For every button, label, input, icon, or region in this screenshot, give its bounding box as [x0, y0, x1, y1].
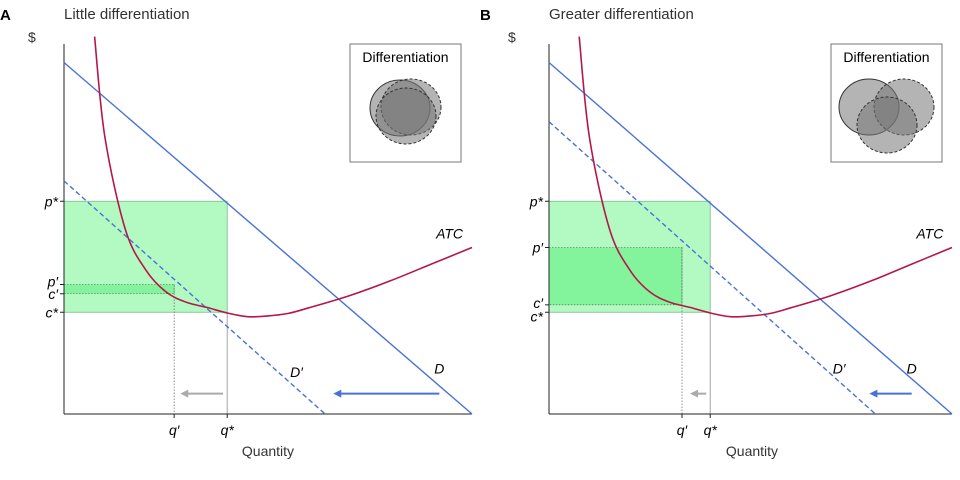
- panel-title: Little differentiation: [64, 6, 190, 23]
- y-axis-label: $: [28, 29, 36, 45]
- y-tick-label: p*: [44, 193, 59, 209]
- demand-new-label: D′: [833, 360, 847, 376]
- atc-curve: [578, 36, 953, 318]
- demand-label: D: [434, 360, 444, 376]
- y-tick-label: c*: [46, 304, 59, 320]
- x-tick-label: q*: [221, 422, 235, 438]
- y-tick-label: c′: [48, 286, 59, 302]
- y-tick-label: p′: [532, 240, 545, 256]
- atc-label: ATC: [915, 225, 944, 241]
- panel-b: B Greater differentiation $ Quantity Dif…: [480, 6, 953, 459]
- inset-title: Differentiation: [362, 49, 448, 65]
- x-tick-label: q′: [169, 422, 181, 438]
- demand-new-line: [63, 180, 326, 415]
- inset: Differentiation: [349, 43, 462, 163]
- panel-title: Greater differentiation: [549, 6, 694, 23]
- atc-curve: [93, 36, 473, 318]
- demand-new-line: [548, 121, 876, 415]
- shift-arrow-head: [333, 389, 342, 398]
- demand-new-label: D′: [290, 364, 304, 380]
- y-tick-label: c*: [531, 308, 544, 324]
- venn-diagram: [838, 78, 935, 154]
- inset: Differentiation: [830, 43, 943, 163]
- demand-label: D: [907, 360, 917, 376]
- venn-circle: [856, 96, 918, 154]
- atc-label: ATC: [435, 225, 464, 241]
- demand-line: [548, 61, 953, 415]
- profit-area-new: [63, 284, 175, 295]
- shift-arrow-head: [690, 389, 699, 398]
- x-tick-label: q*: [704, 422, 718, 438]
- plot-area: ATC D D′ p* p′c′ c* q′ q*: [44, 36, 473, 438]
- x-axis-label: Quantity: [242, 443, 294, 459]
- panel-a: A Little differentiation $ Quantity Diff…: [0, 6, 473, 459]
- demand-line: [63, 61, 473, 415]
- panel-letter: B: [480, 7, 491, 24]
- profit-area-new: [548, 247, 683, 306]
- venn-circle: [375, 87, 437, 145]
- y-tick-label: p′: [47, 274, 60, 290]
- shift-arrow-head: [869, 389, 878, 398]
- y-axis-label: $: [508, 29, 516, 45]
- y-tick-label: p*: [529, 193, 544, 209]
- x-axis-label: Quantity: [726, 443, 778, 459]
- profit-area-original: [63, 200, 228, 313]
- venn-diagram: [369, 78, 442, 145]
- shift-arrow-head: [180, 389, 189, 398]
- y-tick-label: c′: [533, 295, 544, 311]
- panel-letter: A: [0, 7, 11, 24]
- inset-title: Differentiation: [843, 49, 929, 65]
- x-tick-label: q′: [677, 422, 689, 438]
- plot-area: ATC D D′ p* p′ c′c* q′ q*: [529, 36, 953, 438]
